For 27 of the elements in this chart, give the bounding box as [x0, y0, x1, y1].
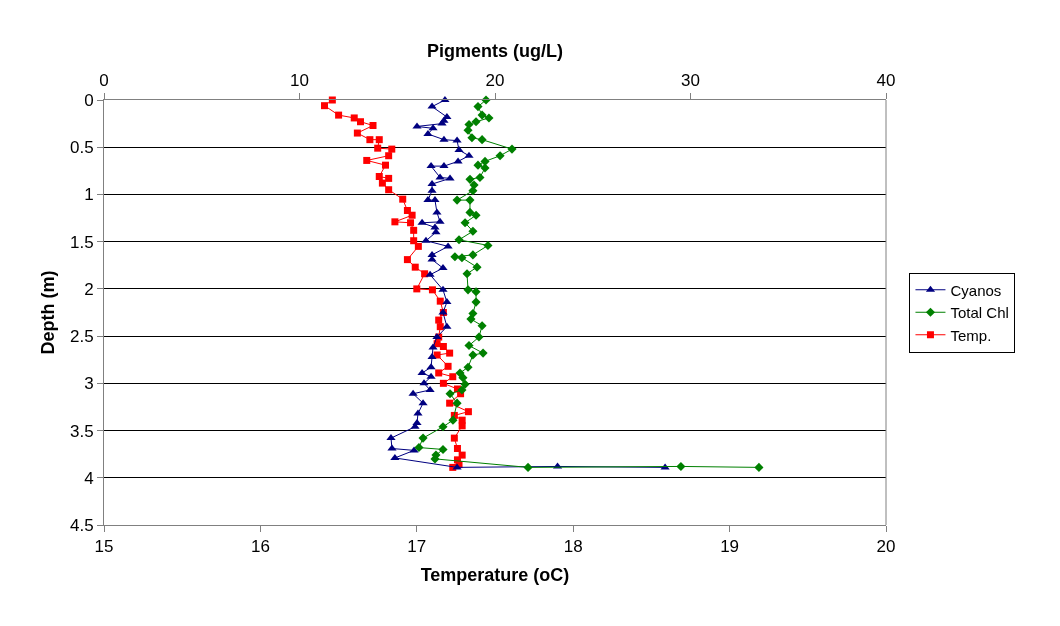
x2-tick-label: 0	[99, 71, 109, 91]
x2-tick-label: 10	[290, 71, 309, 91]
y-tick-label: 2	[84, 279, 94, 299]
y-tick-label: 3	[84, 374, 94, 394]
y-tick-label: 0.5	[69, 138, 94, 158]
x-tick-label: 16	[250, 537, 270, 557]
x-tick-label: 17	[407, 537, 427, 557]
x2-tick-label: 30	[681, 71, 700, 91]
legend-label: Total Chl	[950, 304, 1009, 322]
legend-label: Cyanos	[950, 281, 1002, 299]
y-axis-title: Depth (m)	[38, 270, 59, 355]
y-tick-label: 4	[84, 468, 94, 488]
y-tick-label: 1.5	[69, 232, 94, 252]
y-tick-label: 4.5	[69, 515, 94, 535]
x-axis-title: Temperature (oC)	[420, 564, 570, 585]
y-tick-label: 3.5	[69, 421, 94, 441]
y-tick-label: 0	[84, 90, 94, 110]
x2-tick-label: 40	[876, 71, 896, 91]
y-tick-label: 2.5	[69, 327, 94, 347]
x-tick-label: 19	[720, 537, 740, 557]
legend-label: Temp.	[950, 326, 992, 344]
x-tick-label: 15	[94, 537, 114, 557]
y-tick-label: 1	[84, 185, 94, 205]
x2-axis-title: Pigments (ug/L)	[427, 41, 563, 62]
x2-tick-label: 20	[485, 71, 505, 91]
x-tick-label: 20	[876, 537, 896, 557]
x-tick-label: 18	[563, 537, 583, 557]
